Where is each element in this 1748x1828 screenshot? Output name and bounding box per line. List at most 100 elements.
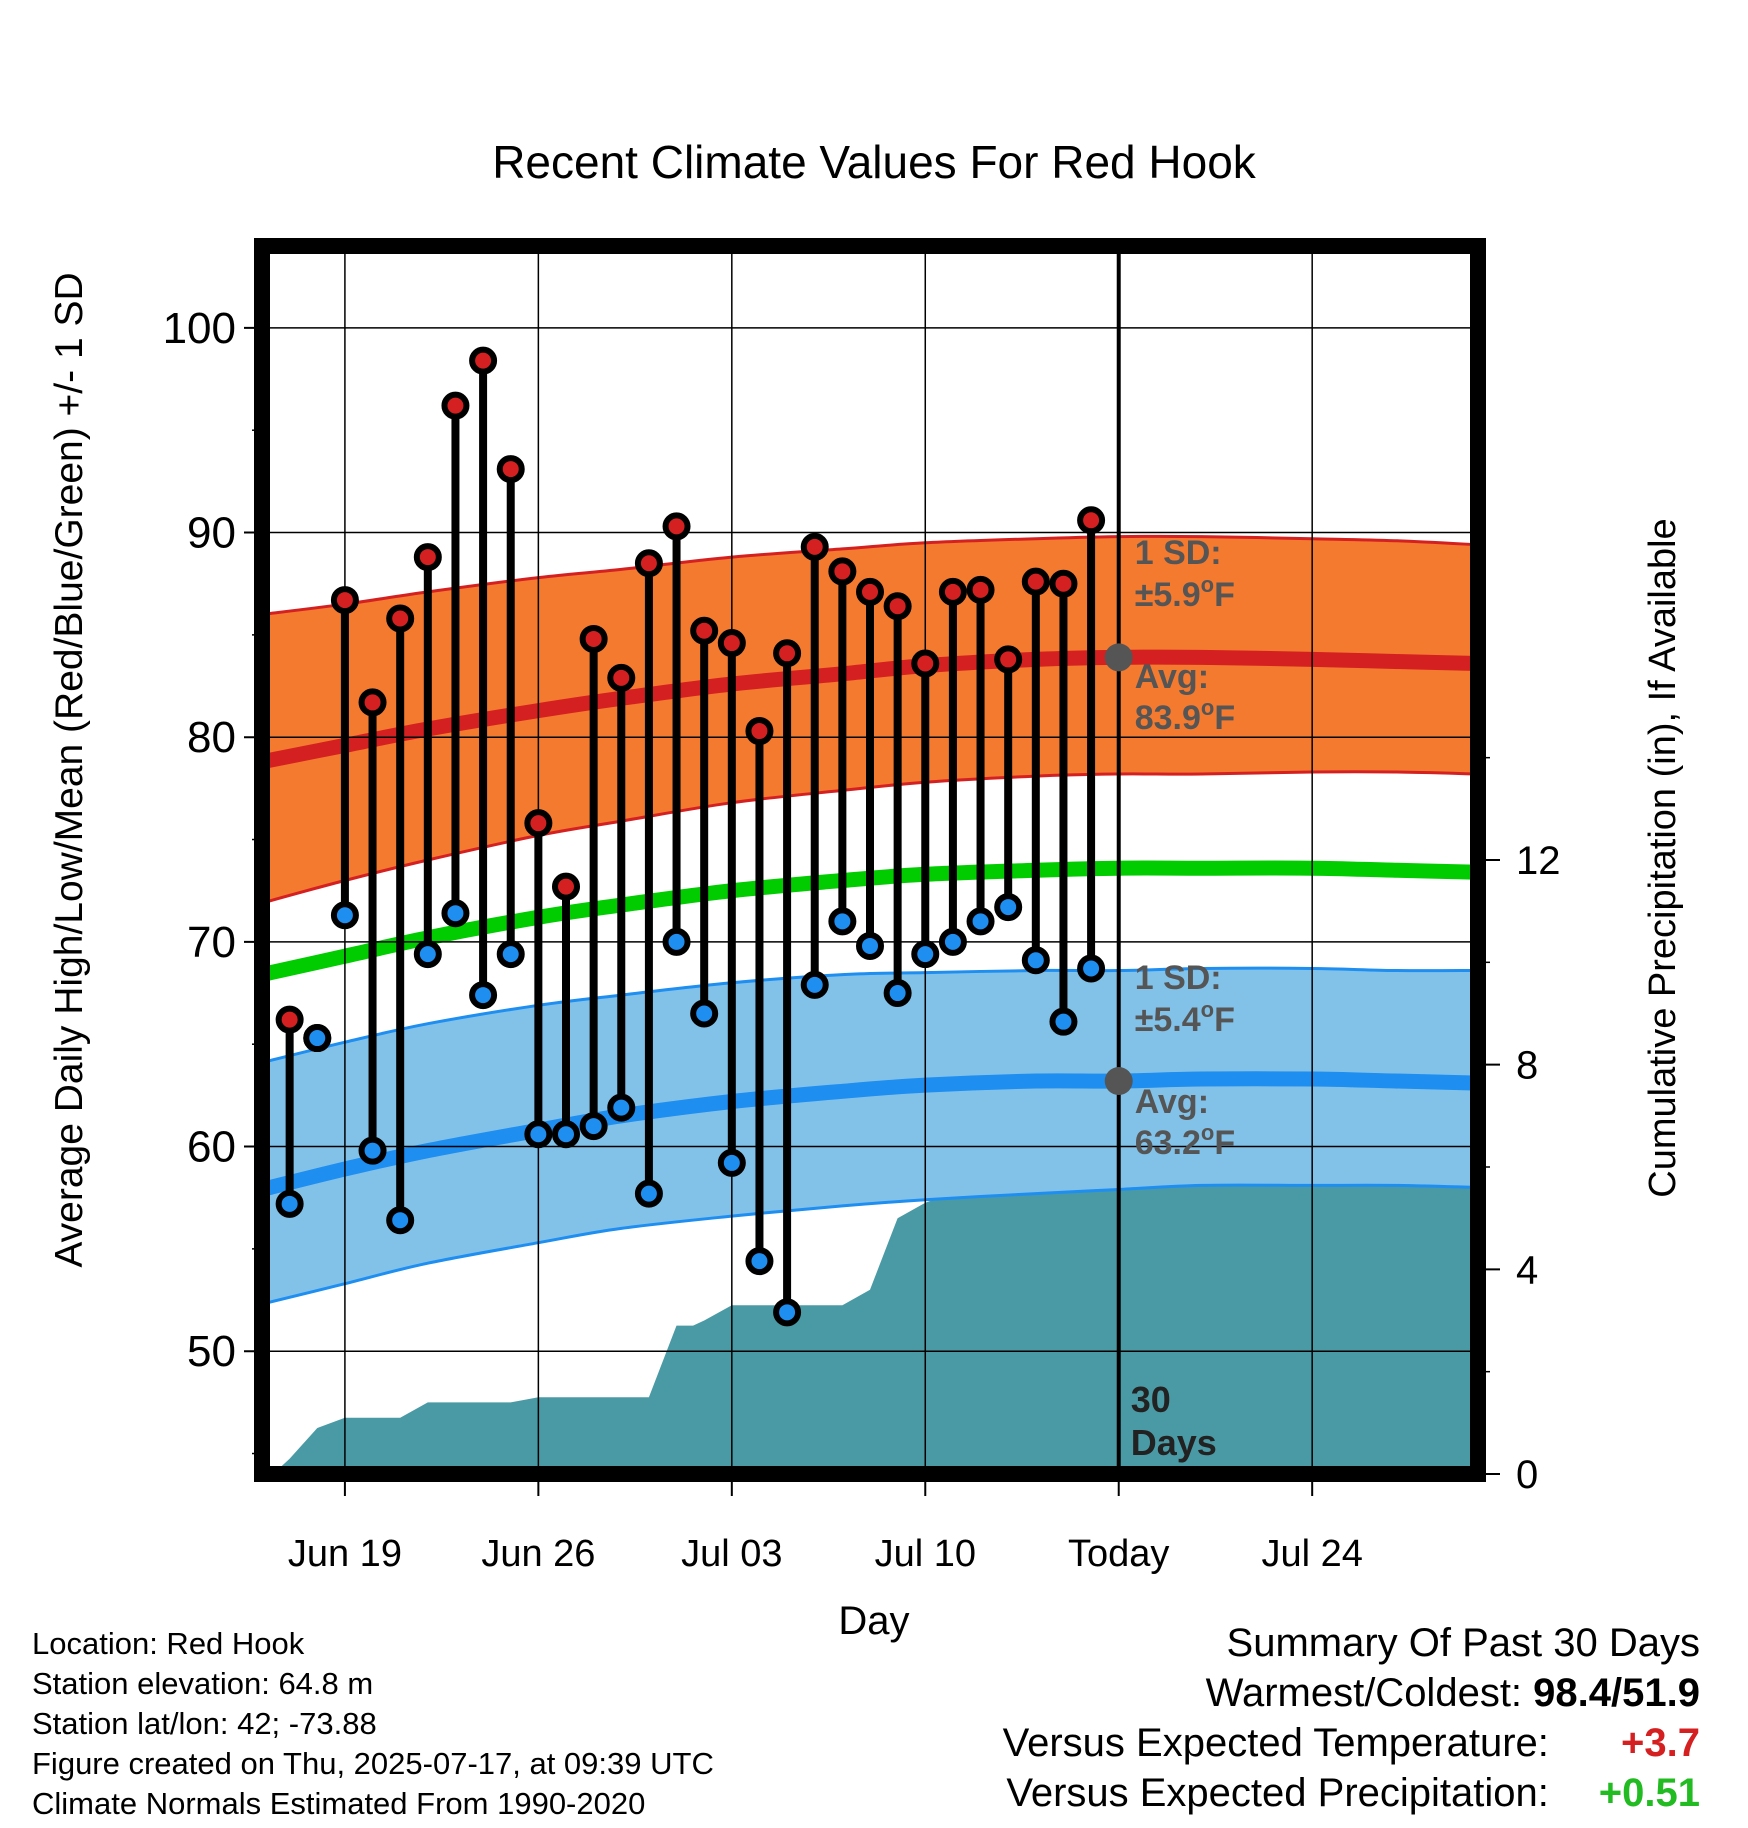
low-point bbox=[690, 999, 719, 1028]
low-point bbox=[496, 940, 525, 969]
high-point bbox=[1049, 569, 1078, 598]
low-avg-label: Avg: bbox=[1135, 1083, 1209, 1121]
y-tick-label: 50 bbox=[187, 1327, 236, 1376]
low-point bbox=[745, 1247, 774, 1276]
high-sd-band-upper-edge bbox=[262, 534, 1478, 616]
temp-label: Versus Expected Temperature: bbox=[1002, 1721, 1549, 1765]
high-point bbox=[469, 346, 498, 375]
high-point bbox=[552, 872, 580, 901]
high-point bbox=[966, 575, 995, 604]
low-point bbox=[275, 1189, 304, 1218]
high-point bbox=[662, 512, 691, 541]
precip-label: Versus Expected Precipitation: bbox=[1006, 1771, 1549, 1815]
x-tick-label: Today bbox=[1068, 1533, 1169, 1575]
low-point bbox=[413, 940, 442, 969]
high-point bbox=[524, 809, 553, 838]
mean-normal-line bbox=[262, 860, 1478, 982]
high-avg-label: Avg: bbox=[1135, 658, 1209, 696]
low-sd-band-upper-edge bbox=[262, 966, 1478, 1065]
low-point bbox=[994, 893, 1023, 922]
low-point bbox=[552, 1120, 580, 1149]
x-tick-label: Jun 19 bbox=[288, 1533, 402, 1575]
low-point bbox=[386, 1206, 415, 1235]
high-point bbox=[994, 645, 1023, 674]
info-location: Location: Red Hook bbox=[32, 1626, 305, 1661]
x-axis-label: Day bbox=[838, 1599, 909, 1643]
low-point bbox=[607, 1093, 636, 1122]
y-axis-label: Average Daily High/Low/Mean (Red/Blue/Gr… bbox=[48, 272, 91, 1267]
high-point bbox=[800, 532, 829, 561]
low-point bbox=[717, 1148, 746, 1177]
low-point bbox=[1021, 946, 1050, 975]
info-elevation: Station elevation: 64.8 m bbox=[32, 1666, 374, 1701]
low-point bbox=[469, 981, 498, 1010]
y-tick-label: 100 bbox=[163, 304, 236, 353]
high-point bbox=[386, 604, 415, 633]
high-point bbox=[1077, 506, 1106, 535]
low-point bbox=[911, 940, 940, 969]
low-point bbox=[828, 907, 857, 936]
summary-precip: Versus Expected Precipitation: +0.51 bbox=[1003, 1768, 1700, 1818]
low-point bbox=[634, 1179, 663, 1208]
high-point bbox=[938, 577, 967, 606]
high-point bbox=[579, 624, 608, 653]
x-tick-label: Jul 10 bbox=[875, 1533, 976, 1575]
y2-axis-label: Cumulative Precipitation (in), If Availa… bbox=[1642, 518, 1684, 1197]
high-normal-line bbox=[262, 649, 1478, 770]
high-point bbox=[496, 455, 525, 484]
low-point bbox=[358, 1136, 387, 1165]
y-tick-label: 80 bbox=[187, 713, 236, 762]
low-point bbox=[441, 899, 470, 928]
low-point bbox=[800, 970, 829, 999]
high-point bbox=[911, 649, 940, 678]
summary-title: Summary Of Past 30 Days bbox=[1226, 1621, 1700, 1665]
y-tick-label: 70 bbox=[187, 918, 236, 967]
low-point bbox=[1049, 1007, 1078, 1036]
low-point bbox=[966, 907, 995, 936]
today-high-avg-marker bbox=[1104, 643, 1133, 672]
temp-value: +3.7 bbox=[1621, 1721, 1700, 1765]
low-point bbox=[524, 1120, 553, 1149]
plot-content bbox=[262, 246, 1478, 1474]
low-point bbox=[773, 1298, 802, 1327]
high-point bbox=[745, 717, 774, 746]
summary-panel: Summary Of Past 30 Days Warmest/Coldest:… bbox=[1003, 1618, 1700, 1818]
x-tick-label: Jul 24 bbox=[1261, 1533, 1362, 1575]
summary-warm-cold: Warmest/Coldest: 98.4/51.9 bbox=[1003, 1668, 1700, 1718]
high-sd-value: ±5.9oF bbox=[1135, 572, 1235, 614]
low-point bbox=[330, 901, 359, 930]
low-sd-band-lower-edge bbox=[262, 1183, 1478, 1306]
low-point bbox=[662, 927, 691, 956]
precip-area bbox=[273, 1120, 1478, 1474]
x-tick-label: Jun 26 bbox=[481, 1533, 595, 1575]
high-sd-band-lower-edge bbox=[262, 770, 1478, 905]
y-tick-label: 90 bbox=[187, 509, 236, 558]
days-label-text: Days bbox=[1131, 1422, 1217, 1463]
high-avg-value: 83.9oF bbox=[1135, 695, 1235, 737]
high-point bbox=[717, 629, 746, 658]
high-sd-label: 1 SD: bbox=[1135, 534, 1222, 572]
high-point bbox=[690, 616, 719, 645]
y2-tick-label: 12 bbox=[1516, 839, 1561, 883]
y2-tick-label: 8 bbox=[1516, 1044, 1538, 1088]
y2-tick-label: 4 bbox=[1516, 1248, 1538, 1292]
low-point bbox=[938, 927, 967, 956]
high-point bbox=[1021, 567, 1050, 596]
x-tick-label: Jul 03 bbox=[681, 1533, 782, 1575]
high-point bbox=[856, 577, 884, 606]
low-point bbox=[883, 979, 912, 1008]
warm-cold-label: Warmest/Coldest: bbox=[1205, 1671, 1523, 1715]
low-avg-value: 63.2oF bbox=[1135, 1120, 1235, 1162]
high-point bbox=[358, 688, 387, 717]
low-point bbox=[1077, 954, 1106, 983]
station-info: Location: Red Hook Station elevation: 64… bbox=[32, 1624, 714, 1824]
low-sd-label: 1 SD: bbox=[1135, 959, 1222, 997]
high-point bbox=[413, 543, 442, 572]
info-created: Figure created on Thu, 2025-07-17, at 09… bbox=[32, 1746, 714, 1781]
y-tick-label: 60 bbox=[187, 1123, 236, 1172]
days-label-number: 30 bbox=[1131, 1379, 1171, 1420]
high-point bbox=[441, 391, 470, 420]
info-normals: Climate Normals Estimated From 1990-2020 bbox=[32, 1786, 646, 1821]
high-point bbox=[828, 557, 857, 586]
high-point bbox=[275, 1005, 304, 1034]
